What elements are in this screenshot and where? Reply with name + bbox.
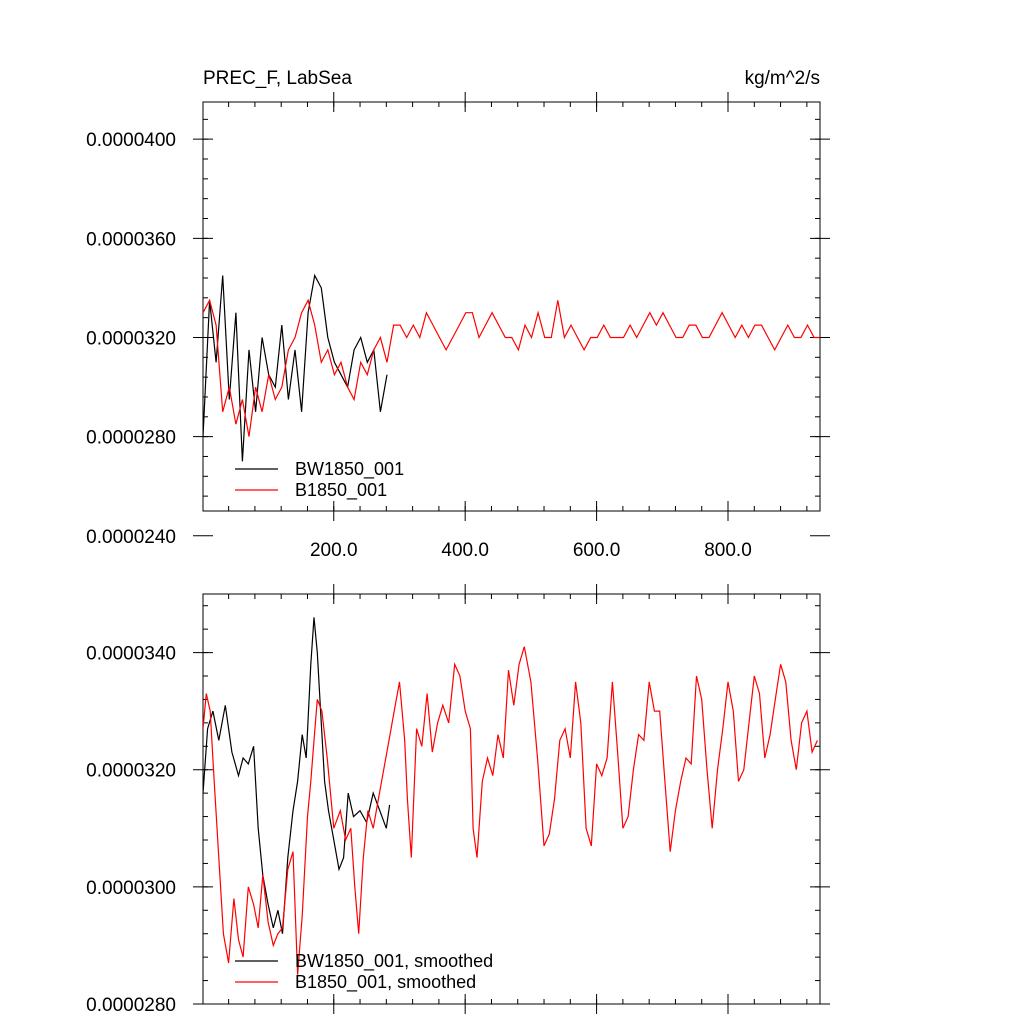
plot-frame <box>202 593 821 1005</box>
series-line-1 <box>203 298 820 437</box>
y-tick-label: 0.0000400 <box>86 130 176 151</box>
legend-label-0: BW1850_001, smoothed <box>295 951 493 972</box>
series-line-0 <box>203 617 391 934</box>
y-tick-label: 0.0000360 <box>86 229 176 250</box>
y-tick-label: 0.0000280 <box>86 995 176 1016</box>
bottom-panel: 0.0000280 0.0000300 0.0000320 0.0000340 BW18… <box>86 584 830 1016</box>
x-tick-label: 200.0 <box>310 540 358 561</box>
legend-label-0: BW1850_001 <box>295 459 404 480</box>
x-tick-label: 800.0 <box>704 540 752 561</box>
top-panel-units: kg/m^2/s <box>745 68 820 89</box>
top-panel-title: PREC_F, LabSea <box>203 68 352 89</box>
x-tick-label: 600.0 <box>573 540 621 561</box>
x-tick-label: 400.0 <box>441 540 489 561</box>
plot-frame <box>202 101 821 512</box>
y-tick-label: 0.0000240 <box>86 527 176 548</box>
y-tick-label: 0.0000320 <box>86 328 176 349</box>
legend-label-1: B1850_001, smoothed <box>295 972 476 993</box>
series-line-0 <box>203 273 388 462</box>
legend-label-1: B1850_001 <box>295 480 387 501</box>
y-tick-label: 0.0000320 <box>86 761 176 782</box>
top-panel: PREC_F, LabSea kg/m^2/s 0.0000240 0.00002… <box>86 68 830 561</box>
series-line-1 <box>203 646 818 975</box>
y-tick-label: 0.0000300 <box>86 878 176 899</box>
y-tick-label: 0.0000280 <box>86 428 176 449</box>
y-tick-label: 0.0000340 <box>86 644 176 665</box>
